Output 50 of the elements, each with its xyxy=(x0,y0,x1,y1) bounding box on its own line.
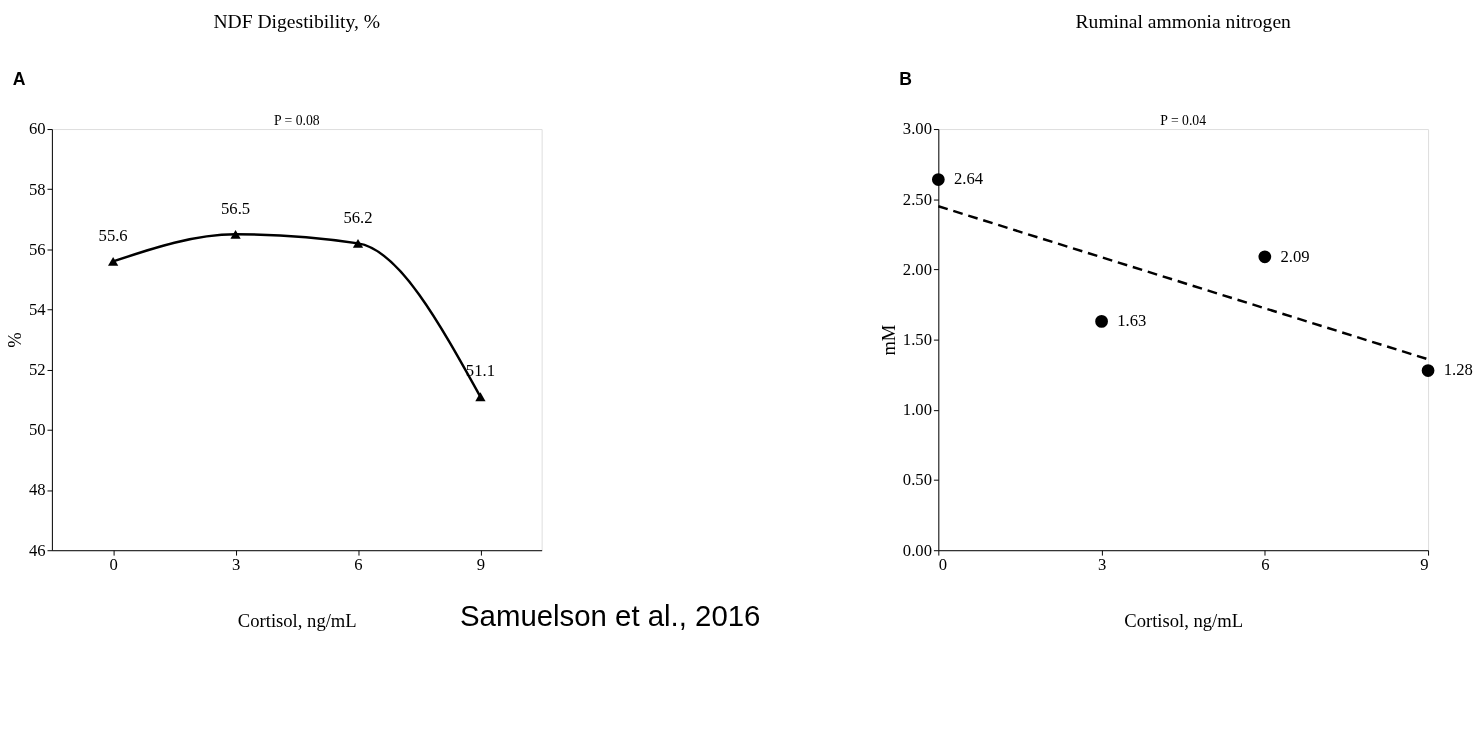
point xyxy=(1258,250,1272,264)
y-tick-label: 54 xyxy=(28,299,47,319)
y-tick-label: 2.50 xyxy=(902,189,932,209)
x-axis-title: Cortisol, ng/mL xyxy=(237,610,357,632)
point xyxy=(230,229,241,239)
data-label: 56.2 xyxy=(343,207,373,227)
chart-title: Ruminal ammonia nitrogen xyxy=(1075,11,1292,33)
y-tick-label: 2.00 xyxy=(902,259,932,279)
data-label: 1.28 xyxy=(1443,360,1473,380)
data-label: 56.5 xyxy=(221,198,251,218)
data-label: 55.6 xyxy=(98,225,128,245)
text: Samuelson et al., 2016 xyxy=(459,598,761,632)
x-tick-label: 0 xyxy=(109,555,118,575)
y-tick-label: 1.50 xyxy=(902,330,932,350)
point xyxy=(475,392,486,402)
x-tick-label: 3 xyxy=(231,555,241,575)
x-axis-title: Cortisol, ng/mL xyxy=(1124,610,1244,632)
y-tick-label: 46 xyxy=(28,540,46,560)
x-tick-label: 0 xyxy=(938,555,948,575)
text: P = 0.08 xyxy=(273,113,320,129)
data-label: 2.64 xyxy=(954,169,984,189)
y-axis-title: mM xyxy=(877,324,899,356)
chart-title: NDF Digestibility, % xyxy=(213,11,381,33)
y-tick-label: 58 xyxy=(28,179,46,199)
y-tick-label: 48 xyxy=(28,480,46,500)
point xyxy=(107,256,119,266)
data-label: 51.1 xyxy=(465,361,495,381)
text: P = 0.04 xyxy=(1160,113,1207,129)
data-label: 2.09 xyxy=(1280,246,1310,266)
x-tick-label: 6 xyxy=(354,555,363,575)
data-label: 1.63 xyxy=(1117,311,1147,331)
y-tick-label: 0.50 xyxy=(902,470,932,490)
y-axis-title: % xyxy=(4,332,26,348)
text: B xyxy=(899,68,912,89)
y-tick-label: 56 xyxy=(28,239,46,259)
point xyxy=(931,173,945,186)
y-tick-label: 0.00 xyxy=(902,540,932,560)
x-tick-label: 9 xyxy=(476,555,486,575)
point xyxy=(1095,315,1108,328)
x-tick-label: 3 xyxy=(1097,555,1107,575)
y-tick-label: 52 xyxy=(28,360,46,380)
y-tick-label: 60 xyxy=(28,119,46,139)
y-tick-label: 3.00 xyxy=(902,119,932,139)
point xyxy=(352,238,364,248)
point xyxy=(1421,364,1435,377)
x-tick-label: 9 xyxy=(1420,555,1429,575)
y-tick-label: 50 xyxy=(28,420,46,440)
x-tick-label: 6 xyxy=(1261,555,1270,575)
y-tick-label: 1.00 xyxy=(902,400,932,420)
text: A xyxy=(12,68,26,89)
